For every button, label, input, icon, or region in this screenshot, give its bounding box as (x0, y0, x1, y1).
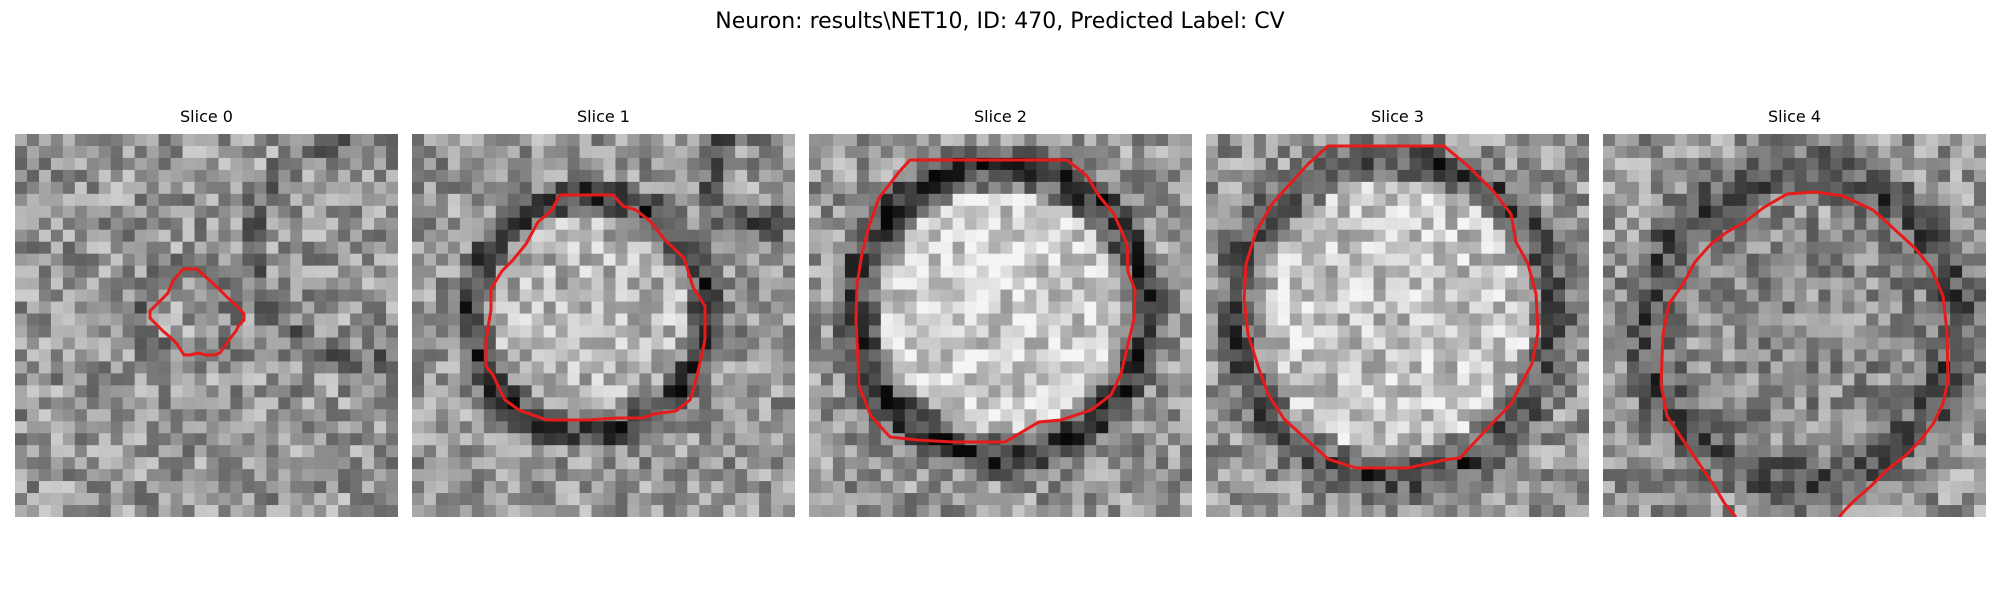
slice-panel-0: Slice 0 (15, 134, 398, 517)
slice-panel-4: Slice 4 (1603, 134, 1986, 517)
slice-image-3 (1206, 134, 1589, 517)
slice-panel-3: Slice 3 (1206, 134, 1589, 517)
slice-panel-2: Slice 2 (809, 134, 1192, 517)
slice-image-0 (15, 134, 398, 517)
slice-title-3: Slice 3 (1206, 107, 1589, 127)
slice-title-1: Slice 1 (412, 107, 795, 127)
slice-image-4 (1603, 134, 1986, 517)
slice-image-1 (412, 134, 795, 517)
slice-title-0: Slice 0 (15, 107, 398, 127)
slice-image-2 (809, 134, 1192, 517)
slice-panel-1: Slice 1 (412, 134, 795, 517)
figure-title: Neuron: results\NET10, ID: 470, Predicte… (0, 8, 2000, 36)
slice-title-4: Slice 4 (1603, 107, 1986, 127)
slice-title-2: Slice 2 (809, 107, 1192, 127)
